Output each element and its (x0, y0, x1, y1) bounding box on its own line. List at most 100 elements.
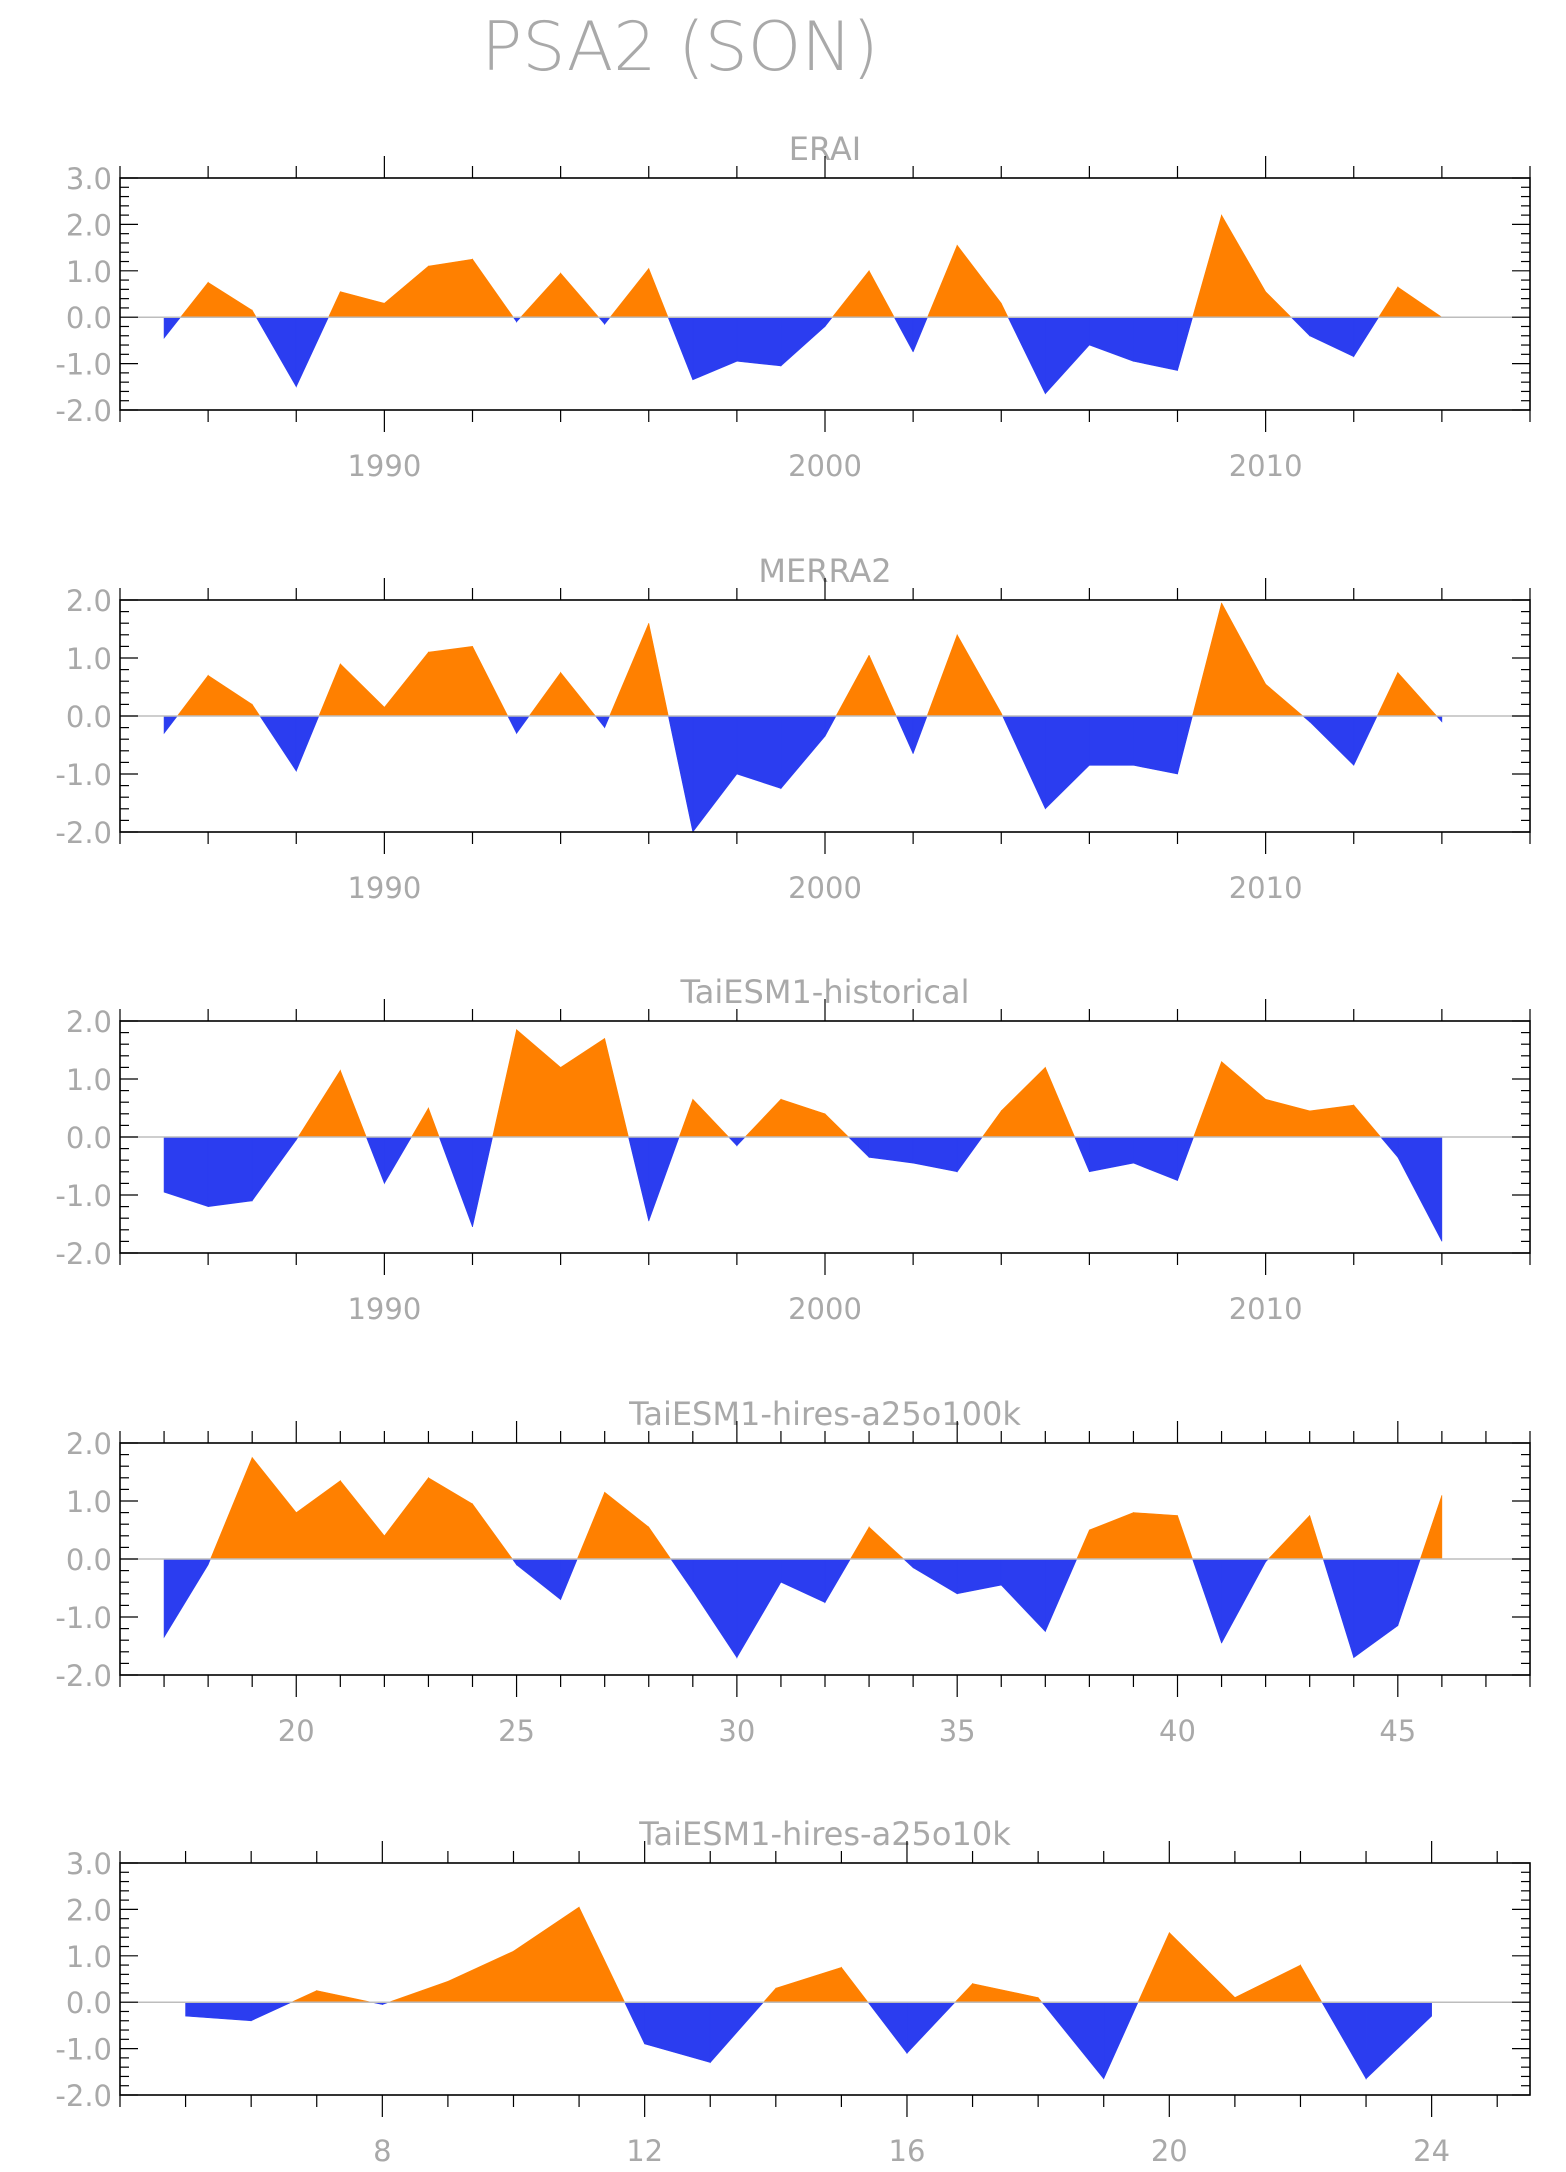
negative-area (736, 316, 782, 367)
positive-area (775, 1966, 842, 2003)
positive-area (780, 1098, 826, 1138)
negative-area (824, 316, 833, 328)
negative-area (1089, 1136, 1134, 1173)
positive-area (835, 654, 870, 717)
negative-area (912, 1136, 958, 1173)
negative-area (1177, 316, 1194, 371)
positive-area (604, 1491, 650, 1560)
negative-area (912, 316, 928, 353)
positive-area (291, 1990, 318, 2003)
positive-area (1000, 303, 1009, 318)
x-tick-label: 2000 (788, 449, 862, 483)
positive-area (1133, 1512, 1178, 1560)
negative-area (780, 316, 826, 367)
negative-area (1309, 715, 1355, 767)
y-tick-label: 2.0 (66, 1427, 112, 1461)
positive-area (927, 245, 958, 318)
negative-area (250, 2001, 292, 2022)
positive-area (513, 1906, 580, 2003)
negative-area (667, 316, 694, 380)
negative-area (893, 316, 914, 353)
negative-area (1000, 1558, 1046, 1633)
negative-area (560, 1558, 578, 1600)
negative-area (163, 715, 178, 735)
negative-area (1397, 1136, 1443, 1242)
positive-area (207, 674, 253, 717)
negative-area (867, 2001, 908, 2055)
x-tick-label: 1990 (347, 449, 421, 483)
negative-area (847, 1136, 870, 1159)
negative-area (1103, 2001, 1139, 2079)
positive-area (648, 1526, 672, 1560)
positive-area (1397, 286, 1443, 318)
negative-area (1133, 1136, 1178, 1181)
positive-area (1221, 213, 1266, 318)
y-tick-label: 2.0 (66, 584, 112, 618)
positive-area (251, 309, 257, 318)
positive-area (328, 291, 341, 318)
positive-area (472, 646, 509, 717)
positive-area (560, 272, 600, 318)
x-tick-label: 1990 (347, 871, 421, 905)
y-tick-label: 1.0 (66, 642, 112, 676)
positive-area (981, 1109, 1002, 1138)
positive-area (318, 663, 341, 717)
y-tick-label: 1.0 (66, 255, 112, 289)
negative-area (1322, 1558, 1355, 1658)
negative-area (902, 1558, 914, 1569)
positive-area (492, 1029, 517, 1138)
negative-area (1353, 316, 1380, 358)
x-tick-label: 30 (718, 1714, 755, 1748)
negative-area (1045, 316, 1090, 395)
y-tick-label: 0.0 (66, 1543, 112, 1577)
positive-area (384, 651, 429, 717)
figure-title: PSA2 (SON) (481, 8, 878, 87)
negative-area (185, 2001, 252, 2022)
negative-area (295, 316, 329, 387)
y-tick-label: -2.0 (55, 1659, 112, 1693)
positive-area (428, 1477, 473, 1560)
positive-area (428, 258, 473, 318)
negative-area (259, 715, 297, 773)
negative-area (624, 2001, 645, 2045)
positive-area (295, 1480, 341, 1560)
negative-area (912, 715, 928, 754)
positive-area (678, 1099, 694, 1138)
positive-area (1353, 1104, 1382, 1138)
negative-area (1353, 1558, 1399, 1659)
positive-area (1089, 1512, 1134, 1560)
negative-area (1002, 715, 1046, 809)
positive-area (447, 1950, 514, 2003)
positive-area (831, 269, 870, 318)
negative-area (709, 2001, 765, 2064)
negative-area (912, 1558, 958, 1595)
positive-area (179, 281, 209, 318)
positive-area (340, 1070, 367, 1138)
x-tick-label: 2010 (1229, 449, 1303, 483)
positive-area (207, 281, 253, 318)
negative-area (163, 316, 182, 339)
negative-area (1074, 1136, 1090, 1172)
negative-area (824, 715, 837, 737)
negative-area (648, 1136, 680, 1222)
x-tick-label: 20 (278, 1714, 315, 1748)
negative-area (384, 1136, 413, 1185)
negative-area (365, 1136, 385, 1184)
positive-area (1419, 1495, 1443, 1560)
y-tick-label: -2.0 (55, 1237, 112, 1271)
x-tick-label: 35 (939, 1714, 976, 1748)
y-tick-label: -1.0 (55, 2033, 112, 2067)
positive-area (1376, 672, 1399, 717)
y-tick-label: 1.0 (66, 1940, 112, 1974)
negative-area (644, 2001, 711, 2063)
negative-area (628, 1136, 650, 1222)
positive-area (1234, 1964, 1301, 2003)
negative-area (604, 316, 611, 326)
positive-area (340, 291, 385, 318)
negative-area (472, 1136, 493, 1227)
positive-area (609, 267, 650, 318)
positive-area (1309, 1104, 1355, 1138)
y-tick-label: -1.0 (55, 1179, 112, 1213)
